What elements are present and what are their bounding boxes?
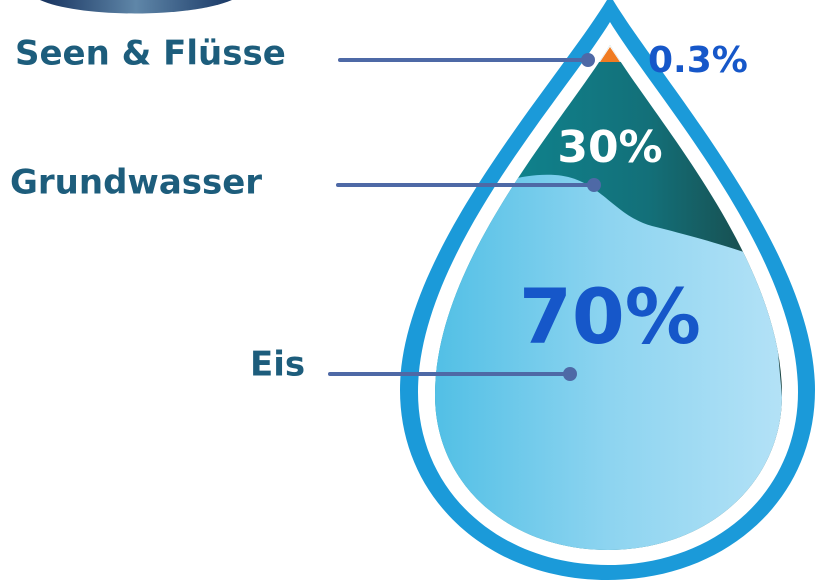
label: Eis (250, 345, 305, 385)
value-label: 0.3% (648, 40, 748, 81)
globe-edge (40, 0, 232, 14)
label: Grundwasser (10, 163, 262, 203)
lakes-area (600, 47, 620, 62)
connector-dot (581, 53, 595, 67)
value-label: 30% (557, 122, 662, 173)
connector-dot (587, 178, 601, 192)
value-label: 70% (519, 272, 701, 361)
connector-dot (563, 367, 577, 381)
drop-fill (435, 45, 782, 550)
label: Seen & Flüsse (15, 34, 286, 74)
ice-area (435, 174, 782, 550)
